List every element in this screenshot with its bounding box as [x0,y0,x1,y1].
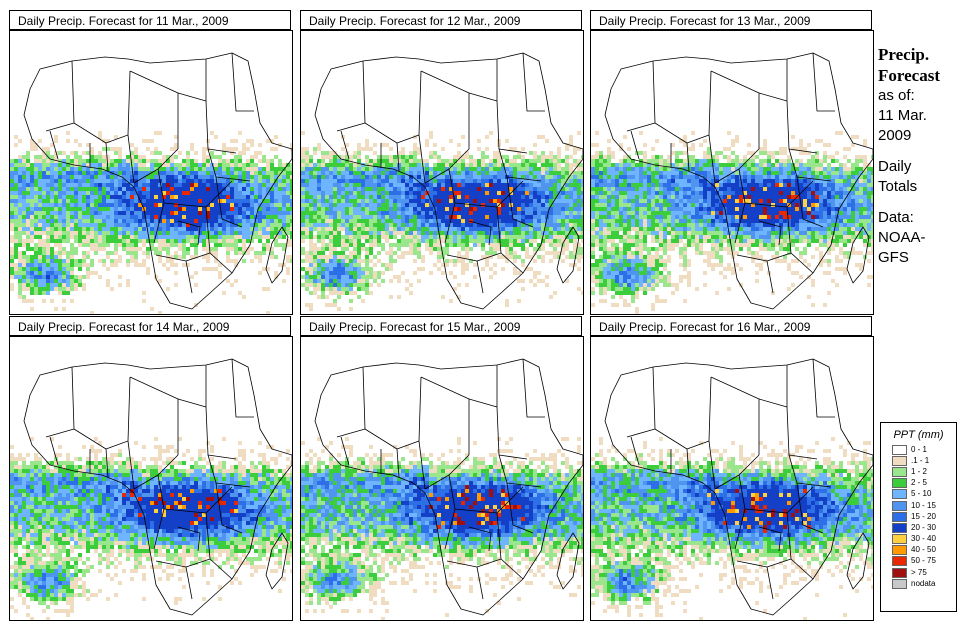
legend-swatch [892,578,907,589]
panel-title: Daily Precip. Forecast for 16 Mar., 2009 [590,316,872,336]
legend-label: 10 - 15 [911,500,936,510]
legend-swatch [892,556,907,567]
source-line-1: NOAA- [878,229,926,246]
forecast-panel-1: Daily Precip. Forecast for 11 Mar., 2009 [9,10,293,316]
africa-map-svg [301,52,583,311]
precip-map [300,336,584,621]
africa-map-svg [301,358,583,620]
legend-label: 5 - 10 [911,489,932,499]
legend-swatch [892,534,907,545]
precip-map [300,30,584,315]
legend-swatch [892,522,907,533]
legend-item: 30 - 40 [881,534,956,545]
legend-label: 20 - 30 [911,522,936,532]
panel-title: Daily Precip. Forecast for 12 Mar., 2009 [300,10,582,30]
panel-title: Daily Precip. Forecast for 11 Mar., 2009 [9,10,291,30]
forecast-info: Precip. Forecast as of: 11 Mar. 2009 Dai… [878,44,965,268]
legend-item: .1 - 1 [881,455,956,466]
as-of-date: 11 Mar. [878,107,927,124]
legend-label: 1 - 2 [911,466,928,476]
legend-label: > 75 [911,567,927,577]
forecast-panel-4: Daily Precip. Forecast for 14 Mar., 2009 [9,316,293,622]
legend-item: 15 - 20 [881,511,956,522]
legend-title: PPT (mm) [893,429,944,441]
legend-swatch [892,489,907,500]
legend-item: > 75 [881,567,956,578]
legend-item: 40 - 50 [881,545,956,556]
legend-swatch [892,511,907,522]
legend-label: 0 - 1 [911,444,928,454]
heading-line-2: Forecast [878,66,940,85]
legend-label: 50 - 75 [911,556,936,566]
precip-map [590,30,874,315]
precip-map [9,336,293,621]
africa-map-svg [10,358,292,620]
precip-map [9,30,293,315]
legend-label: .1 - 1 [911,455,930,465]
africa-map-svg [591,52,873,314]
legend-item: 50 - 75 [881,556,956,567]
legend-label: nodata [911,578,936,588]
legend-item: 10 - 15 [881,500,956,511]
heading-line-1: Precip. [878,45,930,64]
period-line-1: Daily [878,158,912,175]
legend-item: nodata [881,578,956,589]
forecast-panel-6: Daily Precip. Forecast for 16 Mar., 2009 [590,316,874,622]
legend-label: 2 - 5 [911,478,928,488]
legend-swatch [892,444,907,455]
legend-item: 5 - 10 [881,489,956,500]
legend-swatch [892,455,907,466]
legend-swatch [892,500,907,511]
africa-map-svg [591,358,873,620]
legend-item: 1 - 2 [881,466,956,477]
legend-item: 20 - 30 [881,522,956,533]
legend-swatch [892,567,907,578]
forecast-panel-3: Daily Precip. Forecast for 13 Mar., 2009 [590,10,874,316]
source-line-2: GFS [878,249,909,266]
forecast-panel-5: Daily Precip. Forecast for 15 Mar., 2009 [300,316,584,622]
precip-map [590,336,874,621]
legend-label: 40 - 50 [911,545,936,555]
legend-swatch [892,478,907,489]
legend-swatch [892,466,907,477]
source-label: Data: [878,209,914,226]
legend-swatch [892,545,907,556]
legend-label: 15 - 20 [911,511,936,521]
legend-item: 2 - 5 [881,478,956,489]
as-of-year: 2009 [878,127,912,144]
period-line-2: Totals [878,178,918,195]
as-of-label: as of: [878,87,915,104]
panel-title: Daily Precip. Forecast for 13 Mar., 2009 [590,10,872,30]
panel-title: Daily Precip. Forecast for 15 Mar., 2009 [300,316,582,336]
legend-label: 30 - 40 [911,534,936,544]
panel-title: Daily Precip. Forecast for 14 Mar., 2009 [9,316,291,336]
africa-map-svg [10,52,292,314]
forecast-panel-2: Daily Precip. Forecast for 12 Mar., 2009 [300,10,584,316]
legend-item: 0 - 1 [881,444,956,455]
